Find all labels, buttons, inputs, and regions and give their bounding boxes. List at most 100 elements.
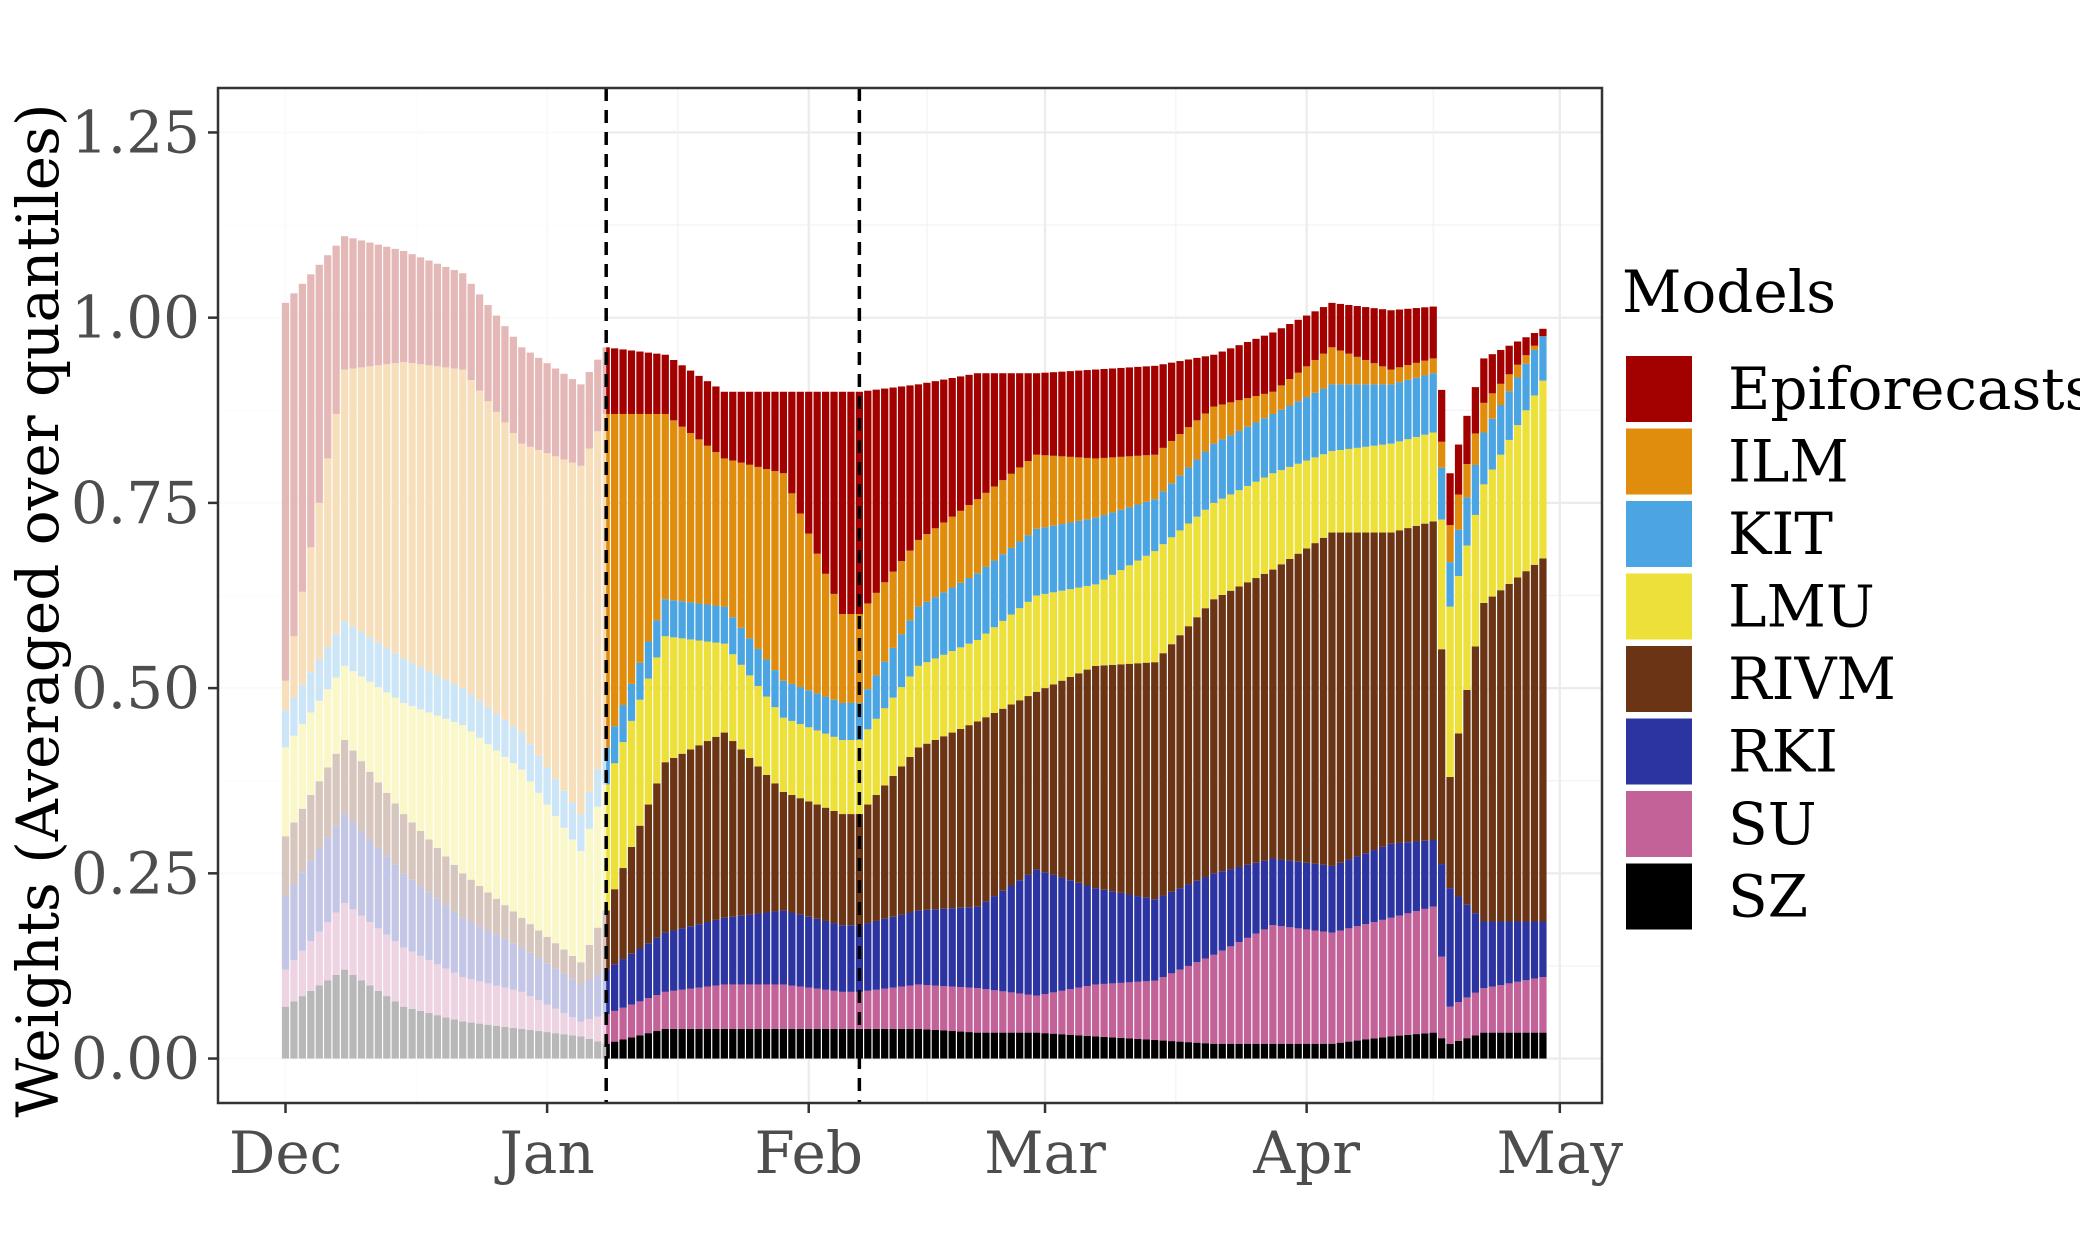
bar-segment-ilm [712,452,719,605]
bar-segment-lmu [957,647,964,728]
bar-segment-lmu [906,676,913,756]
bar-segment-epiforecasts [839,392,846,614]
bar-segment-sz [1126,1038,1133,1058]
pre-period-fade [219,89,606,1102]
bar-segment-epiforecasts [1033,373,1040,454]
bar-segment-kit [1227,435,1234,494]
bar-segment-rki [695,924,702,988]
bar-segment-lmu [965,644,972,725]
bar-segment-epiforecasts [712,386,719,452]
bar-segment-su [1092,984,1099,1036]
bar-segment-rki [1514,921,1521,981]
bar-segment-lmu [1227,494,1234,590]
bar-segment-lmu [619,742,626,868]
bar-segment-rki [839,925,846,992]
bar-segment-epiforecasts [1506,346,1513,375]
bar-segment-sz [1337,1043,1344,1059]
bar-segment-sz [1151,1040,1158,1059]
bar-segment-su [949,987,956,1031]
bar-stack [1033,373,1040,1058]
bar-stack [712,386,719,1058]
bar-segment-sz [923,1029,930,1058]
bar-segment-epiforecasts [1025,373,1032,461]
bar-segment-kit [780,681,787,718]
bar-stack [1058,372,1065,1059]
bar-segment-rivm [1345,533,1352,860]
bar-stack [1379,309,1386,1058]
x-tick-label: Dec [229,1119,342,1187]
bar-segment-sz [1430,1033,1437,1059]
bar-segment-lmu [932,658,939,739]
bar-segment-su [1151,981,1158,1040]
bar-segment-kit [1235,431,1242,490]
bar-segment-epiforecasts [1438,390,1445,442]
bar-segment-rki [1489,921,1496,986]
bar-segment-su [889,988,896,1029]
bar-segment-su [1430,907,1437,1033]
bar-segment-rki [1455,896,1462,1002]
bar-segment-ilm [695,439,702,603]
bar-segment-rki [662,933,669,992]
bar-segment-rivm [805,801,812,916]
bar-segment-ilm [1235,400,1242,431]
bar-stack [1362,307,1369,1058]
bar-segment-sz [1008,1033,1015,1059]
bar-segment-su [915,984,922,1028]
bar-stack [780,392,787,1059]
bar-segment-lmu [1506,440,1513,584]
bar-segment-su [712,986,719,1029]
bar-segment-lmu [1379,445,1386,533]
bar-segment-epiforecasts [704,381,711,446]
bar-segment-lmu [1295,464,1302,554]
bar-segment-epiforecasts [1371,308,1378,363]
bar-segment-rki [712,920,719,986]
bar-segment-rki [1328,866,1335,933]
bar-segment-epiforecasts [974,373,981,499]
bar-segment-epiforecasts [881,389,888,583]
bar-segment-su [1286,927,1293,1043]
bar-segment-ilm [1176,434,1183,475]
bar-segment-rki [982,901,989,989]
bar-segment-rki [1463,905,1470,998]
bar-segment-kit [1210,444,1217,503]
bar-segment-epiforecasts [611,348,618,414]
bar-segment-su [881,989,888,1029]
bar-segment-lmu [873,719,880,795]
bar-segment-sz [645,1033,652,1058]
bar-segment-lmu [1371,446,1378,533]
bar-segment-epiforecasts [1413,308,1420,363]
bar-segment-rivm [1041,688,1048,872]
bar-segment-epiforecasts [695,376,702,440]
bar-segment-lmu [1303,461,1310,549]
bar-segment-epiforecasts [746,392,753,465]
bar-segment-rivm [1320,538,1327,865]
bar-segment-rki [729,917,736,985]
bar-segment-ilm [1033,455,1040,529]
bar-segment-su [1328,933,1335,1044]
bar-segment-su [1050,992,1057,1033]
bar-segment-ilm [1531,346,1538,350]
bar-stack [889,388,896,1059]
bar-stack [1506,346,1513,1059]
bar-segment-ilm [1008,474,1015,548]
bar-segment-rki [814,919,821,989]
bar-segment-ilm [1413,363,1420,378]
bar-segment-rivm [1371,533,1378,851]
bar-segment-epiforecasts [1261,336,1268,394]
bar-segment-rki [1008,886,1015,993]
bar-segment-lmu [1345,449,1352,533]
bar-segment-rivm [830,811,837,923]
bar-stack [788,392,795,1059]
bar-segment-sz [1025,1033,1032,1059]
bar-segment-ilm [923,534,930,602]
x-tick-label: Mar [984,1119,1106,1187]
bar-segment-lmu [1160,544,1167,653]
bar-segment-rki [1354,856,1361,926]
bar-segment-su [1438,957,1445,1038]
bar-segment-sz [1497,1033,1504,1059]
bar-segment-epiforecasts [822,392,829,574]
bar-segment-kit [628,684,635,721]
bar-segment-kit [763,660,770,697]
bar-segment-rki [1176,888,1183,969]
bar-segment-epiforecasts [1286,324,1293,379]
